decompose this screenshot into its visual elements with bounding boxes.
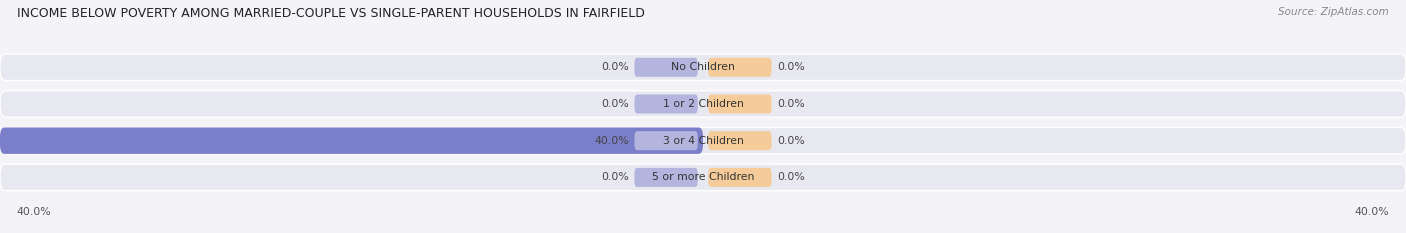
FancyBboxPatch shape [0, 127, 1406, 154]
Text: 0.0%: 0.0% [776, 136, 804, 146]
FancyBboxPatch shape [634, 94, 697, 113]
Text: 3 or 4 Children: 3 or 4 Children [662, 136, 744, 146]
FancyBboxPatch shape [0, 91, 1406, 117]
Text: 0.0%: 0.0% [602, 99, 630, 109]
Text: 5 or more Children: 5 or more Children [652, 172, 754, 182]
Text: 40.0%: 40.0% [595, 136, 630, 146]
FancyBboxPatch shape [709, 168, 772, 187]
Text: 0.0%: 0.0% [776, 172, 804, 182]
Text: INCOME BELOW POVERTY AMONG MARRIED-COUPLE VS SINGLE-PARENT HOUSEHOLDS IN FAIRFIE: INCOME BELOW POVERTY AMONG MARRIED-COUPL… [17, 7, 645, 20]
Text: 0.0%: 0.0% [776, 99, 804, 109]
FancyBboxPatch shape [634, 168, 697, 187]
FancyBboxPatch shape [0, 164, 1406, 191]
FancyBboxPatch shape [634, 131, 697, 150]
Text: 0.0%: 0.0% [776, 62, 804, 72]
Text: 1 or 2 Children: 1 or 2 Children [662, 99, 744, 109]
FancyBboxPatch shape [0, 54, 1406, 80]
Text: No Children: No Children [671, 62, 735, 72]
Text: Source: ZipAtlas.com: Source: ZipAtlas.com [1278, 7, 1389, 17]
FancyBboxPatch shape [709, 131, 772, 150]
FancyBboxPatch shape [0, 127, 703, 154]
FancyBboxPatch shape [634, 58, 697, 77]
FancyBboxPatch shape [709, 58, 772, 77]
Text: 40.0%: 40.0% [17, 207, 52, 217]
Text: 0.0%: 0.0% [602, 62, 630, 72]
Text: 40.0%: 40.0% [1354, 207, 1389, 217]
Text: 0.0%: 0.0% [602, 172, 630, 182]
FancyBboxPatch shape [709, 94, 772, 113]
